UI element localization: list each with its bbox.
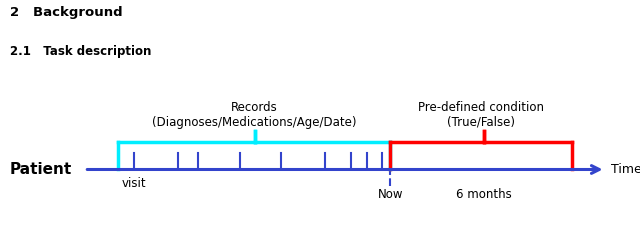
Text: Records
(Diagnoses/Medications/Age/Date): Records (Diagnoses/Medications/Age/Date) bbox=[152, 101, 356, 129]
Text: Pre-defined condition
(True/False): Pre-defined condition (True/False) bbox=[418, 101, 544, 129]
Text: 6 months: 6 months bbox=[456, 188, 511, 201]
Text: Patient: Patient bbox=[9, 162, 72, 177]
Text: Time: Time bbox=[611, 163, 640, 176]
Text: 2.1   Task description: 2.1 Task description bbox=[10, 45, 151, 58]
Text: Now: Now bbox=[378, 188, 403, 201]
Text: visit: visit bbox=[122, 177, 146, 190]
Text: 2   Background: 2 Background bbox=[10, 6, 122, 19]
